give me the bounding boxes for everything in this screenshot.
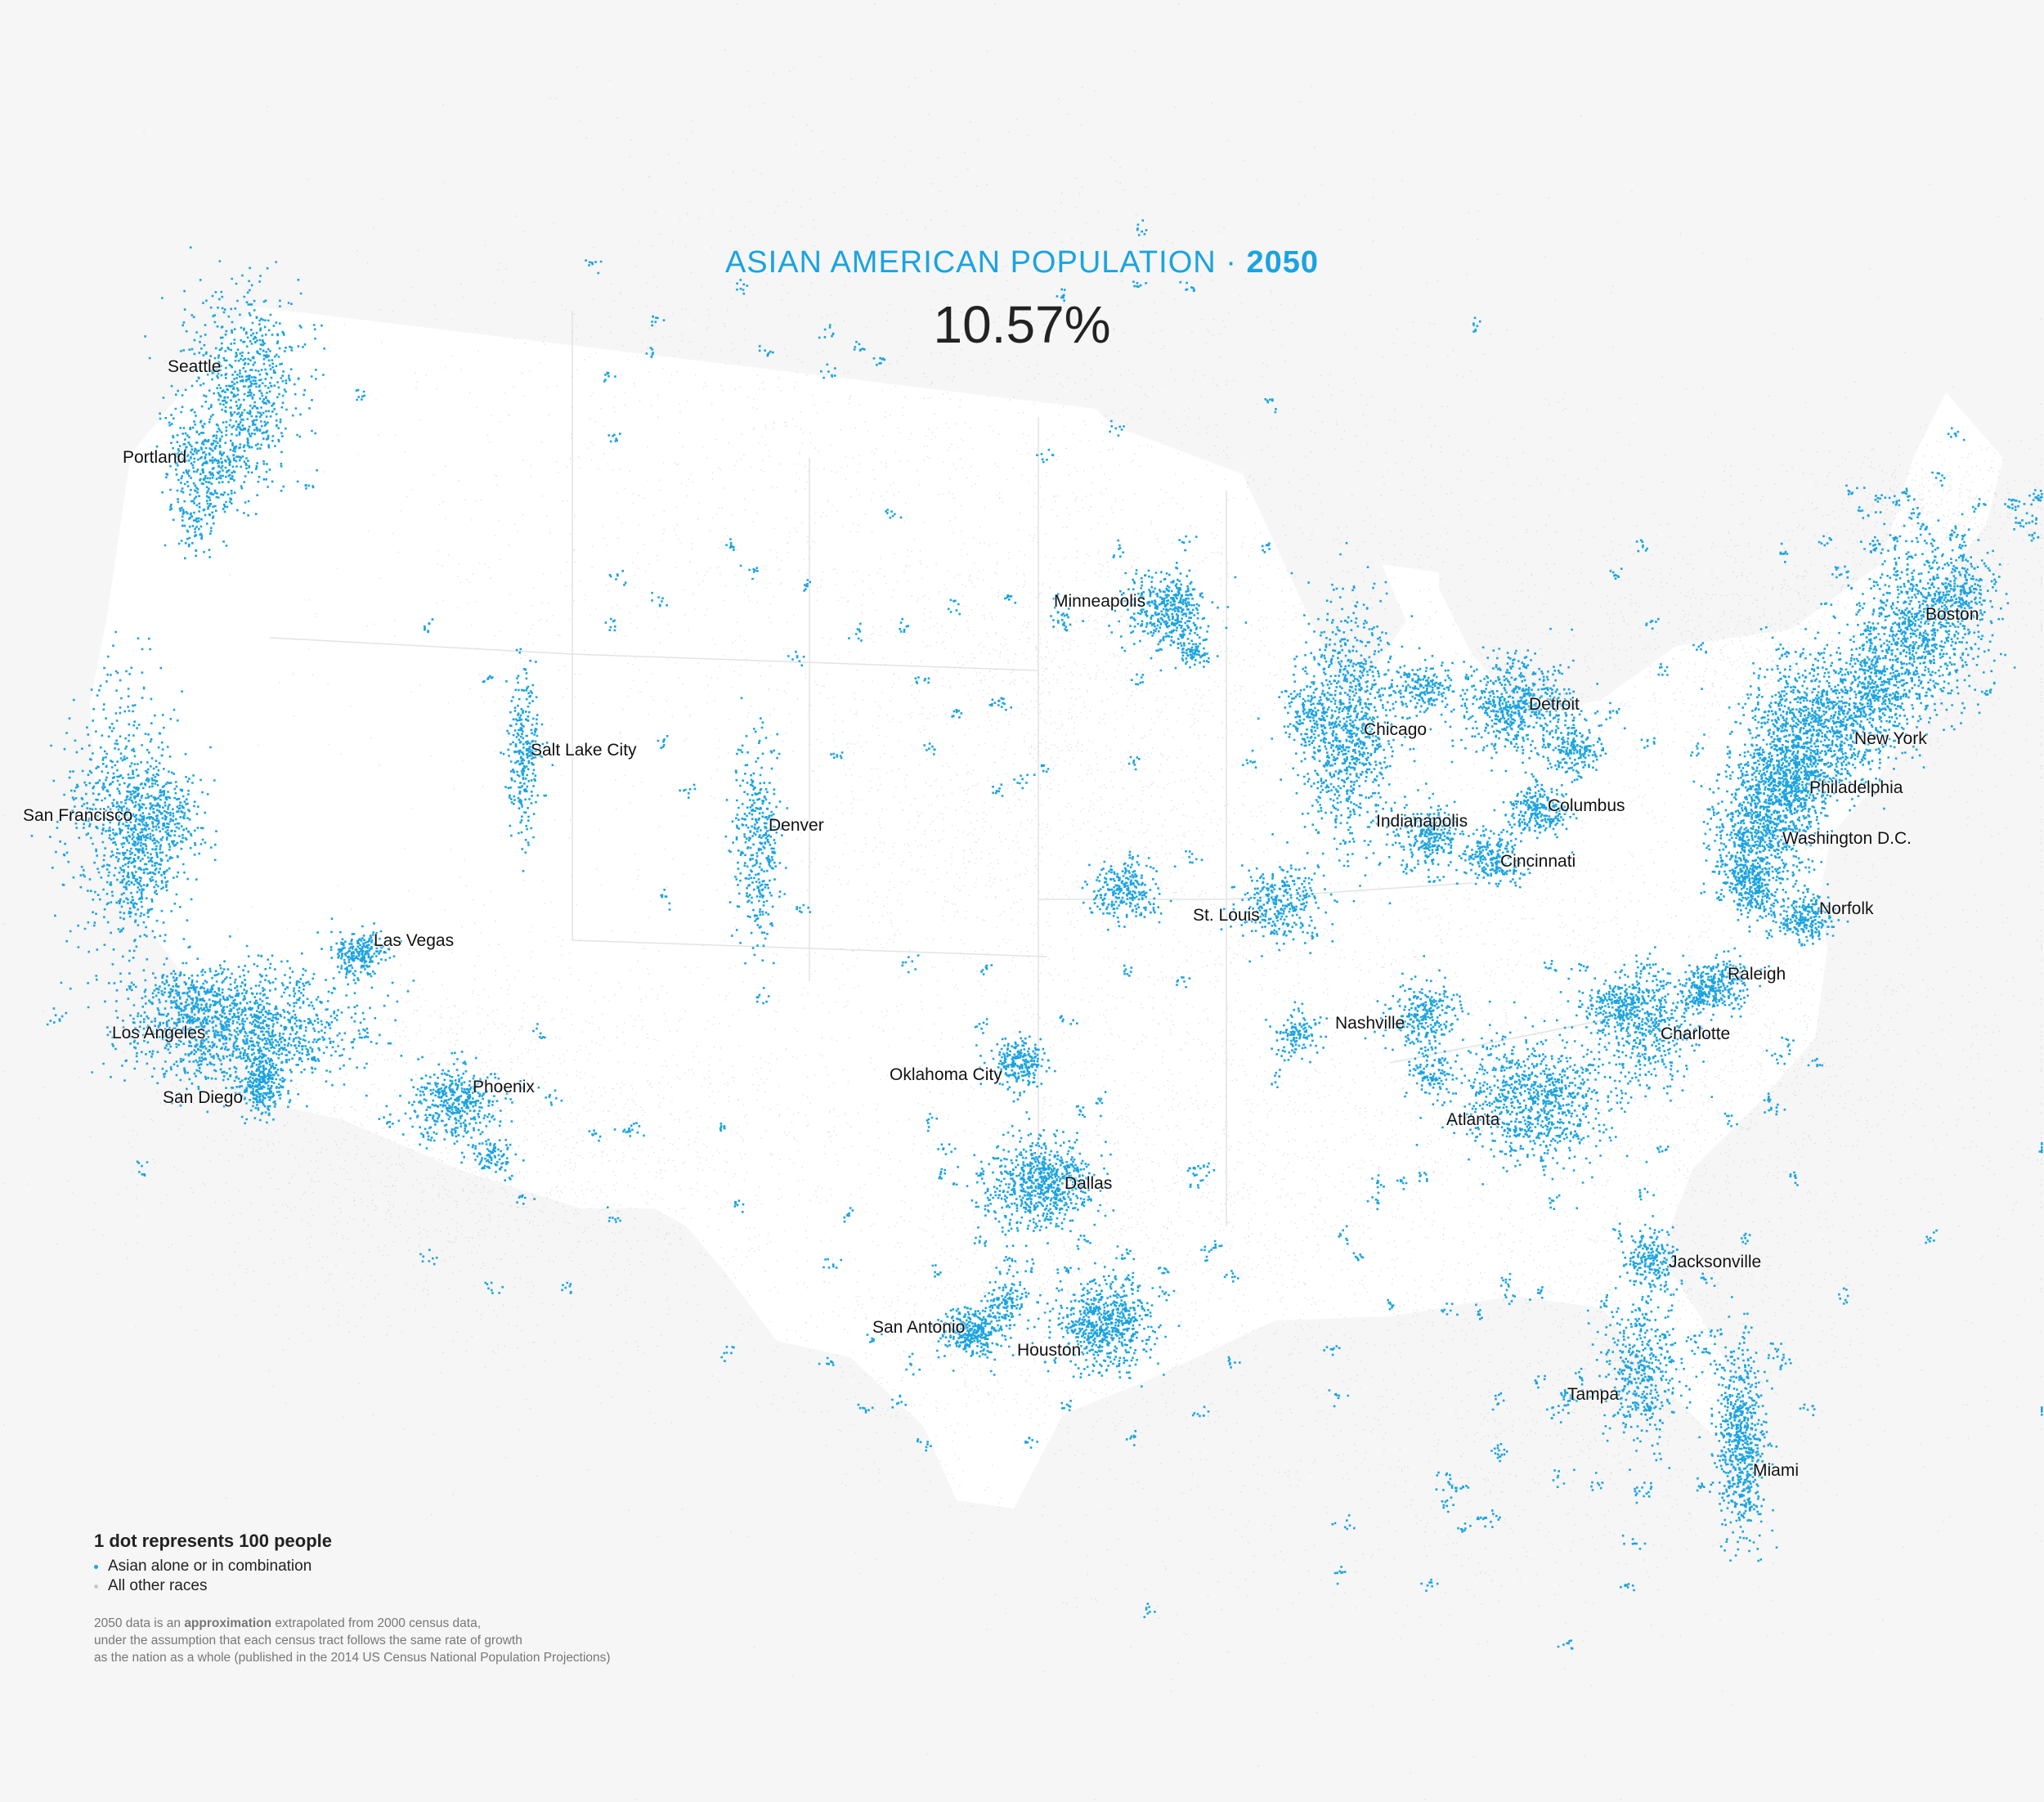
state-borders [269, 311, 1636, 1226]
city-label-detroit: Detroit [1529, 695, 1580, 714]
map-title-main: ASIAN AMERICAN POPULATION · [724, 245, 1247, 280]
city-label-charlotte: Charlotte [1661, 1024, 1731, 1043]
city-label-seattle: Seattle [168, 357, 222, 376]
city-label-philadelphia: Philadelphia [1809, 778, 1903, 797]
legend-heading: 1 dot represents 100 people [94, 1531, 332, 1551]
city-label-st-louis: St. Louis [1193, 906, 1260, 925]
city-label-atlanta: Atlanta [1446, 1110, 1500, 1129]
legend-asian-label: Asian alone or in combination [108, 1558, 312, 1575]
city-label-miami: Miami [1753, 1461, 1799, 1480]
legend: 1 dot represents 100 people Asian alone … [94, 1531, 332, 1596]
other-dot-icon [94, 1584, 98, 1589]
note-line-1-pre: 2050 data is an [94, 1616, 185, 1630]
map-title: ASIAN AMERICAN POPULATION · 2050 [0, 245, 2044, 280]
city-label-cincinnati: Cincinnati [1500, 852, 1576, 871]
contiguous-us-landmass [90, 307, 2003, 1508]
methodology-note: 2050 data is an approximation extrapolat… [94, 1615, 611, 1666]
city-label-san-antonio: San Antonio [872, 1318, 966, 1337]
legend-asian: Asian alone or in combination [94, 1557, 332, 1576]
city-label-san-diego: San Diego [163, 1088, 244, 1107]
land-layer [90, 307, 2003, 1508]
city-label-tampa: Tampa [1567, 1385, 1620, 1404]
city-label-denver: Denver [769, 816, 824, 835]
state-border-line [572, 939, 1047, 957]
state-border-line [269, 637, 573, 655]
city-label-norfolk: Norfolk [1819, 899, 1874, 918]
city-label-columbus: Columbus [1548, 796, 1625, 815]
city-label-chicago: Chicago [1364, 720, 1428, 739]
city-label-portland: Portland [123, 448, 187, 467]
note-line-2: under the assumption that each census tr… [94, 1634, 522, 1647]
city-label-raleigh: Raleigh [1728, 965, 1786, 984]
city-label-washington-d-c: Washington D.C. [1782, 829, 1912, 848]
city-label-los-angeles: Los Angeles [112, 1024, 206, 1042]
city-label-new-york: New York [1854, 729, 1927, 748]
note-line-1-post: extrapolated from 2000 census data, [271, 1616, 482, 1630]
city-label-oklahoma-city: Oklahoma City [890, 1065, 1002, 1084]
city-label-jacksonville: Jacksonville [1669, 1253, 1762, 1271]
city-label-salt-lake-city: Salt Lake City [531, 741, 637, 760]
city-label-houston: Houston [1017, 1341, 1082, 1360]
city-label-indianapolis: Indianapolis [1376, 812, 1468, 831]
note-line-1-bold: approximation [184, 1616, 272, 1630]
note-line-3: as the nation as a whole (published in t… [94, 1651, 611, 1665]
city-label-minneapolis: Minneapolis [1054, 592, 1146, 611]
legend-other-label: All other races [108, 1577, 208, 1594]
city-label-phoenix: Phoenix [473, 1078, 535, 1096]
city-label-nashville: Nashville [1335, 1014, 1405, 1033]
map-title-year: 2050 [1246, 245, 1320, 280]
city-label-las-vegas: Las Vegas [374, 931, 455, 950]
legend-other: All other races [94, 1576, 332, 1596]
city-label-san-francisco: San Francisco [23, 806, 133, 825]
population-percentage: 10.57% [933, 295, 1111, 354]
note-line-1: 2050 data is an approximation extrapolat… [94, 1615, 611, 1632]
asian-dot-icon [94, 1564, 98, 1569]
city-label-boston: Boston [1925, 605, 1979, 624]
city-label-dallas: Dallas [1065, 1174, 1113, 1193]
